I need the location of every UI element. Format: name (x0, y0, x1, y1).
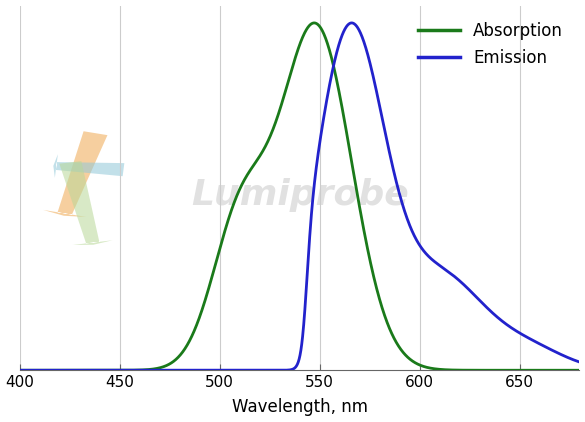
Legend: Absorption, Emission: Absorption, Emission (410, 14, 571, 75)
Text: Lumiprobe: Lumiprobe (191, 178, 408, 212)
Polygon shape (59, 161, 112, 245)
Polygon shape (43, 131, 108, 217)
Polygon shape (53, 154, 125, 178)
X-axis label: Wavelength, nm: Wavelength, nm (232, 398, 368, 417)
